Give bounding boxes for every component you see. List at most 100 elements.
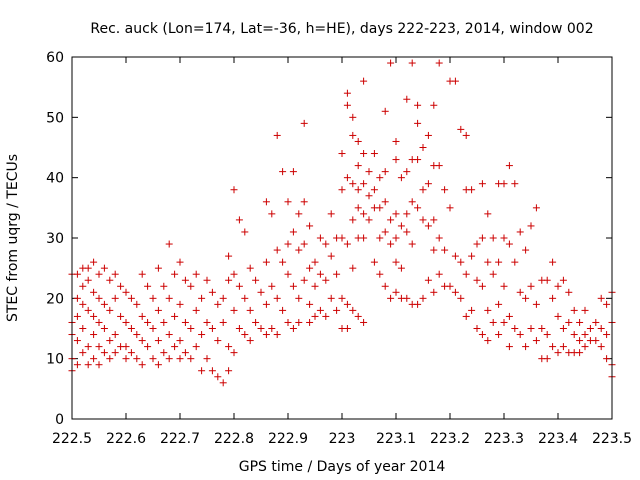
data-point: [495, 258, 503, 266]
data-point: [376, 174, 384, 182]
data-point: [176, 355, 184, 363]
data-point: [144, 282, 152, 290]
data-point: [473, 276, 481, 284]
data-point: [100, 264, 108, 272]
data-point: [387, 216, 395, 224]
data-point: [316, 270, 324, 278]
data-point: [122, 343, 130, 351]
data-point: [532, 337, 540, 345]
data-point: [79, 349, 87, 357]
data-point: [90, 288, 98, 296]
data-point: [397, 174, 405, 182]
data-point: [349, 180, 357, 188]
data-point: [457, 125, 465, 133]
x-tick-label: 222.5: [52, 431, 92, 447]
data-point: [284, 240, 292, 248]
data-point: [543, 276, 551, 284]
x-axis-ticks: 222.5 222.6 222.7 222.8 222.9 223 223.1 223.2 22…: [52, 57, 632, 447]
data-point: [289, 325, 297, 332]
data-point: [246, 306, 254, 314]
data-point: [581, 306, 589, 314]
data-point: [495, 331, 503, 339]
data-point: [451, 252, 459, 260]
data-point: [392, 210, 400, 218]
data-point: [376, 270, 384, 278]
data-point: [154, 361, 162, 369]
data-point: [414, 156, 422, 164]
data-point: [306, 264, 314, 272]
data-point: [160, 318, 168, 326]
data-point: [430, 288, 438, 296]
data-point: [279, 168, 287, 176]
data-point: [403, 228, 411, 236]
data-point: [230, 349, 238, 357]
data-point: [333, 270, 341, 278]
data-point: [360, 150, 368, 158]
data-point: [127, 325, 135, 332]
data-point: [133, 355, 141, 363]
data-point: [435, 270, 443, 278]
data-point: [84, 264, 92, 272]
data-point: [192, 270, 200, 278]
data-point: [187, 325, 195, 332]
data-point: [192, 306, 200, 314]
data-point: [549, 258, 557, 266]
data-point: [478, 282, 486, 290]
data-point: [322, 276, 330, 284]
data-point: [181, 349, 189, 357]
data-point: [424, 131, 432, 139]
data-point: [154, 264, 162, 272]
data-point: [73, 312, 81, 320]
data-point: [165, 331, 173, 339]
data-point: [360, 77, 368, 85]
data-point: [597, 325, 605, 332]
data-point: [306, 300, 314, 308]
data-point: [208, 367, 216, 375]
data-point: [349, 113, 357, 121]
data-point: [343, 325, 351, 332]
data-point: [246, 264, 254, 272]
data-point: [478, 180, 486, 188]
data-point: [559, 276, 567, 284]
data-point: [597, 294, 605, 302]
data-point: [333, 306, 341, 314]
data-point: [354, 204, 362, 212]
data-point: [225, 367, 233, 375]
data-point: [532, 300, 540, 308]
data-point: [403, 294, 411, 302]
data-point: [90, 258, 98, 266]
data-point: [419, 186, 427, 194]
data-point: [327, 252, 335, 260]
data-point: [181, 276, 189, 284]
data-point: [403, 210, 411, 218]
data-point: [268, 210, 276, 218]
data-point: [295, 294, 303, 302]
data-point: [106, 306, 114, 314]
data-point: [268, 325, 276, 332]
data-point: [262, 198, 270, 206]
data-point: [100, 300, 108, 308]
data-point: [387, 294, 395, 302]
data-point: [252, 276, 260, 284]
data-point: [322, 312, 330, 320]
data-point: [322, 240, 330, 248]
data-point: [262, 258, 270, 266]
data-point: [554, 349, 562, 357]
data-point: [117, 312, 125, 320]
data-point: [522, 343, 530, 351]
x-tick-label: 222.9: [268, 431, 308, 447]
y-tick-label: 40: [46, 171, 64, 187]
data-point: [430, 246, 438, 254]
data-point: [138, 361, 146, 369]
data-point: [144, 318, 152, 326]
data-point: [279, 258, 287, 266]
data-point: [338, 294, 346, 302]
data-point: [516, 228, 524, 236]
data-point: [484, 337, 492, 345]
data-point: [187, 282, 195, 290]
data-point: [484, 258, 492, 266]
data-point: [84, 343, 92, 351]
data-point: [117, 282, 125, 290]
data-point: [241, 331, 249, 339]
